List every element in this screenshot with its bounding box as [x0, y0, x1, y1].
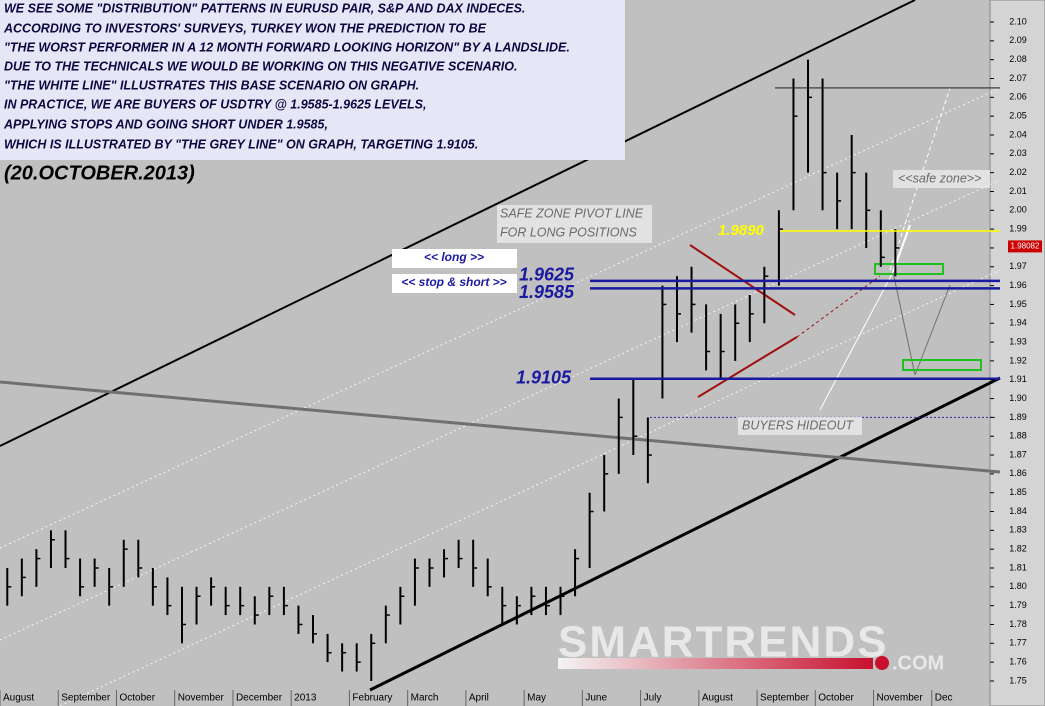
level-label: 1.9585 — [519, 282, 575, 302]
annotation: SAFE ZONE PIVOT LINE — [500, 206, 644, 220]
y-tick-label: 2.03 — [1009, 148, 1027, 158]
y-tick-label: 1.95 — [1009, 299, 1027, 309]
level-tag: << stop & short >> — [401, 275, 506, 289]
y-tick-label: 1.76 — [1009, 657, 1027, 667]
y-tick-label: 1.81 — [1009, 562, 1027, 572]
level-label: 1.9625 — [519, 265, 575, 285]
logo-suffix: .COM — [892, 652, 944, 674]
x-tick-label: August — [3, 693, 34, 704]
y-tick-label: 1.97 — [1009, 261, 1027, 271]
y-tick-label: 2.01 — [1009, 186, 1027, 196]
tag-box — [392, 249, 517, 268]
y-tick-label: 1.79 — [1009, 600, 1027, 610]
y-tick-label: 1.82 — [1009, 544, 1027, 554]
y-tick-label: 1.85 — [1009, 487, 1027, 497]
y-tick-label: 1.91 — [1009, 374, 1027, 384]
y-tick-label: 1.89 — [1009, 412, 1027, 422]
x-tick-label: Dec — [935, 693, 953, 704]
y-tick-label: 1.92 — [1009, 355, 1027, 365]
y-axis-panel — [989, 0, 1045, 706]
x-tick-label: November — [178, 693, 225, 704]
note-box — [497, 205, 652, 243]
logo-dot — [875, 656, 889, 670]
level-label: 1.9890 — [718, 222, 765, 239]
y-tick-label: 1.90 — [1009, 393, 1027, 403]
x-tick-label: October — [119, 693, 155, 704]
x-tick-label: May — [527, 693, 546, 704]
y-tick-label: 2.00 — [1009, 205, 1027, 215]
y-tick-label: 2.08 — [1009, 54, 1027, 64]
x-tick-label: July — [644, 693, 662, 704]
y-tick-label: 1.99 — [1009, 223, 1027, 233]
x-tick-label: 2013 — [294, 693, 317, 704]
text-line: WHICH IS ILLUSTRATED BY "THE GREY LINE" … — [4, 137, 478, 151]
y-tick-label: 1.88 — [1009, 431, 1027, 441]
y-tick-label: 1.94 — [1009, 318, 1027, 328]
level-tag: << long >> — [424, 250, 484, 264]
y-tick-label: 1.93 — [1009, 336, 1027, 346]
x-tick-label: March — [411, 693, 439, 704]
note-box — [738, 417, 862, 435]
annotation: <<safe zone>> — [898, 171, 981, 185]
x-tick-label: August — [702, 693, 733, 704]
channel-lines — [0, 0, 1001, 706]
x-tick-label: September — [760, 693, 810, 704]
y-tick-label: 1.87 — [1009, 449, 1027, 459]
text-line: APPLYING STOPS AND GOING SHORT UNDER 1.9… — [3, 117, 328, 131]
logo-bar — [558, 658, 873, 669]
text-line: "THE WORST PERFORMER IN A 12 MONTH FORWA… — [4, 40, 570, 54]
y-tick-label: 1.77 — [1009, 638, 1027, 648]
y-tick-label: 2.07 — [1009, 73, 1027, 83]
y-tick-label: 2.02 — [1009, 167, 1027, 177]
y-tick-label: 2.09 — [1009, 35, 1027, 45]
y-tick-label: 1.96 — [1009, 280, 1027, 290]
text-line: ACCORDING TO INVESTORS' SURVEYS, TURKEY … — [3, 21, 487, 35]
x-tick-label: December — [236, 693, 283, 704]
x-tick-label: November — [877, 693, 924, 704]
x-tick-label: October — [818, 693, 854, 704]
date: (20.OCTOBER.2013) — [4, 162, 195, 184]
note-box — [893, 170, 990, 188]
y-tick-label: 1.83 — [1009, 525, 1027, 535]
last-price-box — [1008, 240, 1042, 253]
y-tick-label: 2.10 — [1009, 16, 1027, 26]
annotation: FOR LONG POSITIONS — [500, 225, 637, 239]
annotation: BUYERS HIDEOUT — [742, 418, 854, 432]
y-tick-label: 1.75 — [1009, 675, 1027, 685]
y-tick-label: 2.06 — [1009, 92, 1027, 102]
y-tick-label: 1.86 — [1009, 468, 1027, 478]
x-tick-label: April — [469, 693, 489, 704]
tag-box — [392, 274, 517, 293]
y-tick-label: 1.80 — [1009, 581, 1027, 591]
y-tick-label: 1.78 — [1009, 619, 1027, 629]
x-tick-label: June — [585, 693, 607, 704]
text-panel — [0, 0, 625, 160]
text-line: DUE TO THE TECHNICALS WE WOULD BE WORKIN… — [4, 59, 517, 73]
last-price-label: 1.98082 — [1011, 242, 1040, 251]
text-line: WE SEE SOME "DISTRIBUTION" PATTERNS IN E… — [4, 1, 525, 15]
y-tick-label: 2.05 — [1009, 111, 1027, 121]
level-label: 1.9105 — [516, 368, 572, 388]
text-line: "THE WHITE LINE" ILLUSTRATES THIS BASE S… — [4, 78, 419, 92]
x-tick-label: September — [61, 693, 111, 704]
text-line: IN PRACTICE, WE ARE BUYERS OF USDTRY @ 1… — [4, 97, 427, 111]
y-tick-label: 1.84 — [1009, 506, 1027, 516]
x-tick-label: February — [352, 693, 392, 704]
y-tick-label: 2.04 — [1009, 129, 1027, 139]
